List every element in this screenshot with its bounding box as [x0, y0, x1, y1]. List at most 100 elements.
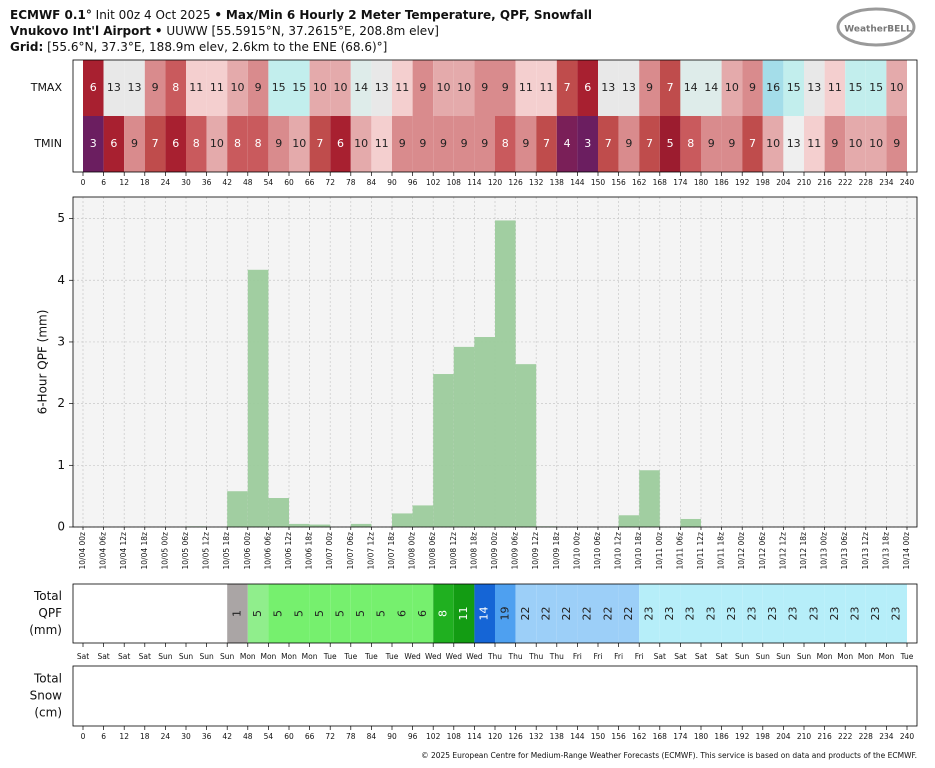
total-cell — [556, 584, 578, 643]
x-tick-label: 216 — [817, 732, 832, 741]
total-cell — [886, 584, 907, 643]
total-cell — [783, 584, 804, 643]
temp-cell — [268, 116, 289, 172]
temp-cell — [762, 60, 784, 116]
x-tick-label: 222 — [838, 732, 853, 741]
cell-value: 11 — [519, 81, 533, 94]
temp-cell — [701, 116, 722, 172]
x-tick-label: 6 — [101, 178, 106, 187]
logo-ring — [836, 7, 916, 47]
x-tick-label: 108 — [447, 178, 462, 187]
temp-cell — [309, 60, 331, 116]
x-tick-label: 144 — [570, 732, 585, 741]
x-tick-label: 132 — [529, 732, 544, 741]
temp-cell — [783, 116, 804, 172]
x-tick-label: 10/05 18z — [222, 532, 231, 570]
cell-value: 10 — [457, 81, 471, 94]
cell-value: 13 — [622, 81, 636, 94]
x-tick-label: 10/06 18z — [305, 532, 314, 570]
x-tick-label: 30 — [181, 732, 191, 741]
cell-value: 8 — [502, 137, 509, 150]
day-label: Fri — [635, 652, 644, 661]
cell-value: 22 — [622, 607, 635, 621]
temp-cell — [371, 60, 392, 116]
x-tick-label: 180 — [694, 178, 709, 187]
bar — [680, 518, 701, 527]
panel-label: Total — [33, 672, 62, 686]
cell-value: 10 — [890, 81, 904, 94]
day-label: Fri — [594, 652, 603, 661]
cell-value: 9 — [255, 81, 262, 94]
cell-value: 23 — [787, 607, 800, 621]
temp-cell — [577, 116, 598, 172]
cell-value: 6 — [416, 610, 429, 617]
cell-value: 5 — [272, 610, 285, 617]
cell-value: 14 — [684, 81, 698, 94]
panel-label: Snow — [30, 689, 63, 703]
cell-value: 15 — [849, 81, 863, 94]
temp-cell — [577, 60, 598, 116]
total-cell — [598, 584, 619, 643]
cell-value: 11 — [807, 137, 821, 150]
x-tick-label: 10/08 12z — [449, 532, 458, 570]
cell-value: 23 — [766, 607, 779, 621]
day-label: Sat — [715, 652, 727, 661]
x-tick-label: 10/08 18z — [469, 532, 478, 570]
x-tick-label: 72 — [325, 732, 335, 741]
x-tick-label: 0 — [81, 732, 86, 741]
x-tick-label: 174 — [673, 732, 688, 741]
day-label: Mon — [302, 652, 318, 661]
temp-cell — [680, 60, 701, 116]
x-tick-label: 10/10 06z — [593, 532, 602, 570]
x-tick-label: 114 — [467, 732, 482, 741]
title-part: ECMWF 0.1° — [10, 8, 92, 22]
cell-value: 11 — [210, 81, 224, 94]
x-tick-label: 10/06 00z — [243, 532, 252, 570]
cell-value: 6 — [584, 81, 591, 94]
temp-cell — [124, 116, 145, 172]
temp-cell — [886, 116, 907, 172]
cell-value: 11 — [457, 607, 470, 621]
y-tick-label: 5 — [57, 211, 65, 225]
cell-value: 5 — [354, 610, 367, 617]
y-axis-label: 6-Hour QPF (mm) — [36, 310, 50, 415]
x-tick-label: 54 — [264, 732, 274, 741]
x-tick-label: 10/07 12z — [366, 532, 375, 570]
temp-cell — [186, 116, 207, 172]
x-tick-label: 10/07 00z — [325, 532, 334, 570]
temp-cell — [804, 116, 825, 172]
cell-value: 8 — [234, 137, 241, 150]
cell-value: 9 — [625, 137, 632, 150]
x-tick-label: 24 — [161, 732, 171, 741]
x-tick-label: 12 — [119, 178, 129, 187]
x-tick-label: 10/13 06z — [840, 532, 849, 570]
day-label: Thu — [528, 652, 543, 661]
cell-value: 8 — [255, 137, 262, 150]
cell-value: 13 — [107, 81, 121, 94]
x-tick-label: 6 — [101, 732, 106, 741]
x-tick-label: 138 — [550, 178, 565, 187]
cell-value: 23 — [869, 607, 882, 621]
panel-label: (cm) — [34, 706, 62, 720]
x-tick-label: 10/11 18z — [717, 532, 726, 570]
temp-cell — [680, 116, 701, 172]
day-label: Sun — [220, 652, 235, 661]
x-tick-label: 180 — [694, 732, 709, 741]
cell-value: 9 — [131, 137, 138, 150]
total-cell — [350, 584, 372, 643]
temp-cell — [124, 60, 145, 116]
cell-value: 22 — [540, 607, 553, 621]
temp-cell — [165, 60, 186, 116]
cell-value: 10 — [210, 137, 224, 150]
x-tick-label: 36 — [202, 732, 212, 741]
cell-value: 7 — [667, 81, 674, 94]
day-label: Tue — [385, 652, 399, 661]
x-tick-label: 234 — [879, 732, 894, 741]
temp-cell — [227, 60, 248, 116]
bar — [453, 346, 475, 527]
x-tick-label: 114 — [467, 178, 482, 187]
day-label: Sat — [674, 652, 686, 661]
x-tick-label: 42 — [222, 178, 232, 187]
cell-value: 9 — [728, 137, 735, 150]
day-label: Thu — [549, 652, 564, 661]
